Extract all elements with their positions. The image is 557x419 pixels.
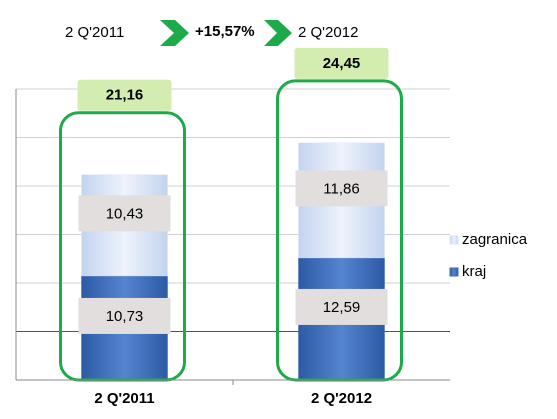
legend-label: zagranica: [462, 231, 528, 248]
total-label: 21,16: [106, 87, 144, 104]
header-change: +15,57%: [195, 23, 255, 40]
legend-swatch: [449, 267, 459, 277]
header-from: 2 Q'2011: [65, 24, 124, 41]
value-label-box: [78, 297, 171, 334]
arrow: [264, 20, 292, 46]
total-label-box: [294, 47, 389, 79]
legend-swatch: [449, 235, 459, 245]
arrow: [160, 20, 189, 46]
header-to: 2 Q'2012: [298, 24, 358, 41]
x-tick-label: 2 Q'2012: [311, 390, 372, 407]
legend-label: kraj: [462, 263, 486, 280]
header: 2 Q'2011 +15,57% 2 Q'2012: [65, 20, 358, 46]
x-tick-label: 2 Q'2011: [94, 390, 154, 407]
value-label: 12,59: [323, 299, 361, 316]
value-label-box: [295, 288, 388, 325]
total-label-box: [77, 79, 172, 111]
value-label-box: [78, 195, 171, 232]
total-label: 24,45: [323, 55, 361, 72]
value-label-box: [295, 170, 388, 207]
value-label: 10,73: [106, 308, 144, 325]
value-label: 10,43: [106, 205, 144, 222]
value-label: 11,86: [323, 180, 359, 197]
